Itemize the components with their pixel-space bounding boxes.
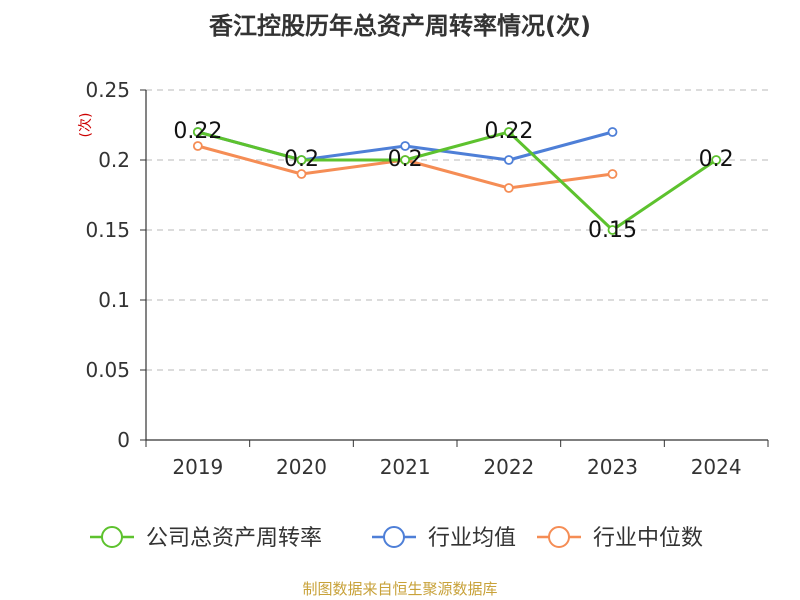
y-tick-label: 0.05 — [85, 358, 130, 382]
x-tick-label: 2023 — [587, 455, 638, 479]
y-tick-label: 0.2 — [98, 148, 130, 172]
legend-label: 行业中位数 — [593, 526, 703, 551]
legend-marker — [383, 526, 405, 548]
x-tick-label: 2019 — [172, 455, 223, 479]
y-axis-label: (次) — [78, 113, 94, 138]
chart-title: 香江控股历年总资产周转率情况(次) — [209, 12, 591, 40]
data-point — [503, 183, 514, 193]
data-point — [296, 155, 307, 165]
x-tick-label: 2021 — [380, 455, 431, 479]
x-tick-label: 2020 — [276, 455, 327, 479]
data-point — [607, 127, 618, 137]
x-tick-label: 2022 — [483, 455, 534, 479]
legend-label: 行业均值 — [428, 526, 516, 551]
legend-marker — [101, 526, 123, 548]
data-point — [711, 155, 722, 165]
data-label: 0.2 — [388, 147, 423, 172]
data-point — [192, 141, 203, 151]
data-point — [607, 225, 618, 235]
x-tick-label: 2024 — [691, 455, 742, 479]
data-point — [400, 141, 411, 151]
data-point — [400, 155, 411, 165]
y-tick-label: 0.25 — [85, 78, 130, 102]
data-label: 0.2 — [699, 147, 734, 172]
y-tick-label: 0 — [117, 428, 130, 452]
series-line — [197, 130, 718, 232]
data-point — [607, 169, 618, 179]
legend-marker — [548, 526, 570, 548]
data-label: 0.22 — [173, 119, 222, 144]
y-tick-label: 0.1 — [98, 288, 130, 312]
y-tick-label: 0.15 — [85, 218, 130, 242]
data-point — [192, 127, 203, 137]
data-label: 0.22 — [484, 119, 533, 144]
data-label: 0.15 — [588, 218, 637, 243]
legend-label: 公司总资产周转率 — [146, 526, 322, 551]
data-point — [296, 169, 307, 179]
data-point — [503, 155, 514, 165]
data-point — [503, 127, 514, 137]
data-label: 0.2 — [284, 147, 319, 172]
data-source-note: 制图数据来自恒生聚源数据库 — [302, 580, 498, 598]
